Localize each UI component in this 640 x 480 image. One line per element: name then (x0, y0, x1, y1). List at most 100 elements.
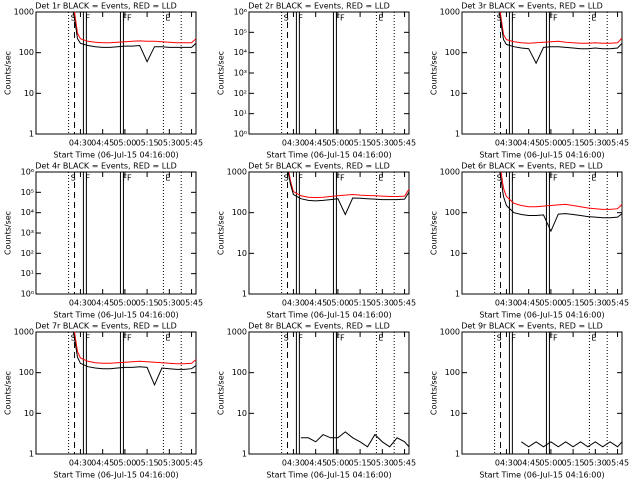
x-axis-label: Start Time (06-Jul-15 04:16:00) (266, 151, 391, 160)
x-tick-label: 05:15 (349, 459, 372, 468)
chart-title: Det 5r BLACK = Events, RED = LLD (248, 162, 390, 171)
plot-frame (35, 171, 197, 295)
y-tick-label: 10² (21, 249, 34, 258)
x-tick-label: 05:15 (349, 299, 372, 308)
x-tick-label: 04:45 (91, 299, 114, 308)
chart-title: Det 1r BLACK = Events, RED = LLD (35, 2, 177, 11)
marker-label: F (298, 14, 303, 23)
x-tick-label: 05:45 (180, 459, 203, 468)
x-tick-label: 05:30 (158, 299, 181, 308)
series-line (499, 12, 622, 44)
marker-label: S (284, 334, 289, 343)
x-tick-label: 05:15 (562, 139, 585, 148)
y-axis-label: Counts/sec (430, 51, 439, 95)
marker-label: S (497, 14, 502, 23)
marker-label: E (591, 334, 596, 343)
y-tick-label: 1000 (440, 8, 460, 17)
y-tick-label: 10⁰ (234, 130, 247, 139)
marker-label: FF (548, 174, 558, 183)
marker-label: S (497, 334, 502, 343)
x-tick-label: 04:45 (304, 139, 327, 148)
y-axis-label: Counts/sec (217, 371, 226, 415)
x-tick-label: 05:15 (136, 299, 159, 308)
x-tick-label: 05:30 (371, 139, 394, 148)
y-tick-label: 100 (445, 368, 460, 377)
y-tick-label: 100 (445, 208, 460, 217)
marker-label: E (378, 174, 383, 183)
plot-frame (461, 11, 623, 135)
y-tick-label: 1 (242, 290, 247, 299)
series-line (499, 172, 622, 233)
x-tick-label: 04:30 (495, 139, 518, 148)
x-tick-label: 05:00 (539, 299, 562, 308)
x-axis-label: Start Time (06-Jul-15 04:16:00) (479, 471, 604, 480)
marker-label: S (71, 174, 76, 183)
x-tick-label: 04:30 (69, 459, 92, 468)
y-tick-label: 1000 (227, 168, 247, 177)
marker-label: FF (548, 14, 558, 23)
y-tick-label: 10⁵ (21, 188, 34, 197)
x-tick-label: 05:45 (393, 299, 416, 308)
series-line (73, 12, 196, 44)
marker-label: F (85, 174, 90, 183)
chart-title: Det 6r BLACK = Events, RED = LLD (461, 162, 603, 171)
x-tick-label: 04:45 (517, 139, 540, 148)
plot-frame (461, 331, 623, 455)
x-tick-label: 05:00 (113, 459, 136, 468)
x-tick-label: 05:30 (584, 139, 607, 148)
y-tick-label: 10 (450, 249, 460, 258)
marker-label: E (165, 174, 170, 183)
x-tick-label: 04:30 (69, 139, 92, 148)
x-tick-label: 05:00 (326, 459, 349, 468)
y-tick-label: 1000 (440, 168, 460, 177)
marker-label: F (85, 14, 90, 23)
x-tick-label: 04:45 (517, 299, 540, 308)
x-axis-label: Start Time (06-Jul-15 04:16:00) (266, 471, 391, 480)
y-axis-label: Counts/sec (430, 371, 439, 415)
y-tick-label: 10¹ (234, 109, 247, 118)
x-tick-label: 04:30 (282, 459, 305, 468)
panel: Det 3r BLACK = Events, RED = LLD Start Ti… (430, 2, 630, 160)
x-tick-label: 05:00 (113, 299, 136, 308)
y-tick-label: 10 (237, 409, 247, 418)
plot-frame (35, 331, 197, 455)
y-axis-label: Counts/sec (217, 211, 226, 255)
marker-label: F (85, 334, 90, 343)
marker-label: E (165, 334, 170, 343)
plot-frame (35, 11, 197, 135)
x-tick-label: 04:45 (517, 459, 540, 468)
panel: Det 5r BLACK = Events, RED = LLD Start Ti… (217, 162, 417, 320)
y-tick-label: 1 (242, 450, 247, 459)
y-tick-label: 1 (455, 450, 460, 459)
x-tick-label: 05:45 (180, 139, 203, 148)
marker-label: E (591, 14, 596, 23)
series-line (498, 12, 622, 65)
panel: Det 6r BLACK = Events, RED = LLD Start Ti… (430, 162, 630, 320)
y-tick-label: 100 (232, 368, 247, 377)
series-line (300, 431, 409, 448)
x-tick-label: 05:00 (539, 459, 562, 468)
y-tick-label: 10³ (234, 69, 247, 78)
marker-label: FF (122, 14, 132, 23)
marker-label: FF (335, 334, 345, 343)
x-tick-label: 05:45 (606, 139, 629, 148)
y-tick-label: 1000 (227, 328, 247, 337)
marker-label: FF (335, 14, 345, 23)
y-axis-label: Counts/sec (4, 211, 13, 255)
chart-title: Det 3r BLACK = Events, RED = LLD (461, 2, 603, 11)
x-tick-label: 05:30 (584, 299, 607, 308)
x-axis-label: Start Time (06-Jul-15 04:16:00) (53, 471, 178, 480)
y-tick-label: 10³ (21, 229, 34, 238)
marker-label: FF (548, 334, 558, 343)
y-tick-label: 10⁵ (234, 28, 247, 37)
y-tick-label: 10⁶ (234, 8, 247, 17)
y-tick-label: 1 (29, 130, 34, 139)
y-tick-label: 1 (455, 290, 460, 299)
y-tick-label: 100 (232, 208, 247, 217)
marker-label: F (298, 334, 303, 343)
x-tick-label: 04:30 (69, 299, 92, 308)
marker-label: FF (335, 174, 345, 183)
x-tick-label: 04:45 (91, 459, 114, 468)
series-line (72, 12, 196, 63)
